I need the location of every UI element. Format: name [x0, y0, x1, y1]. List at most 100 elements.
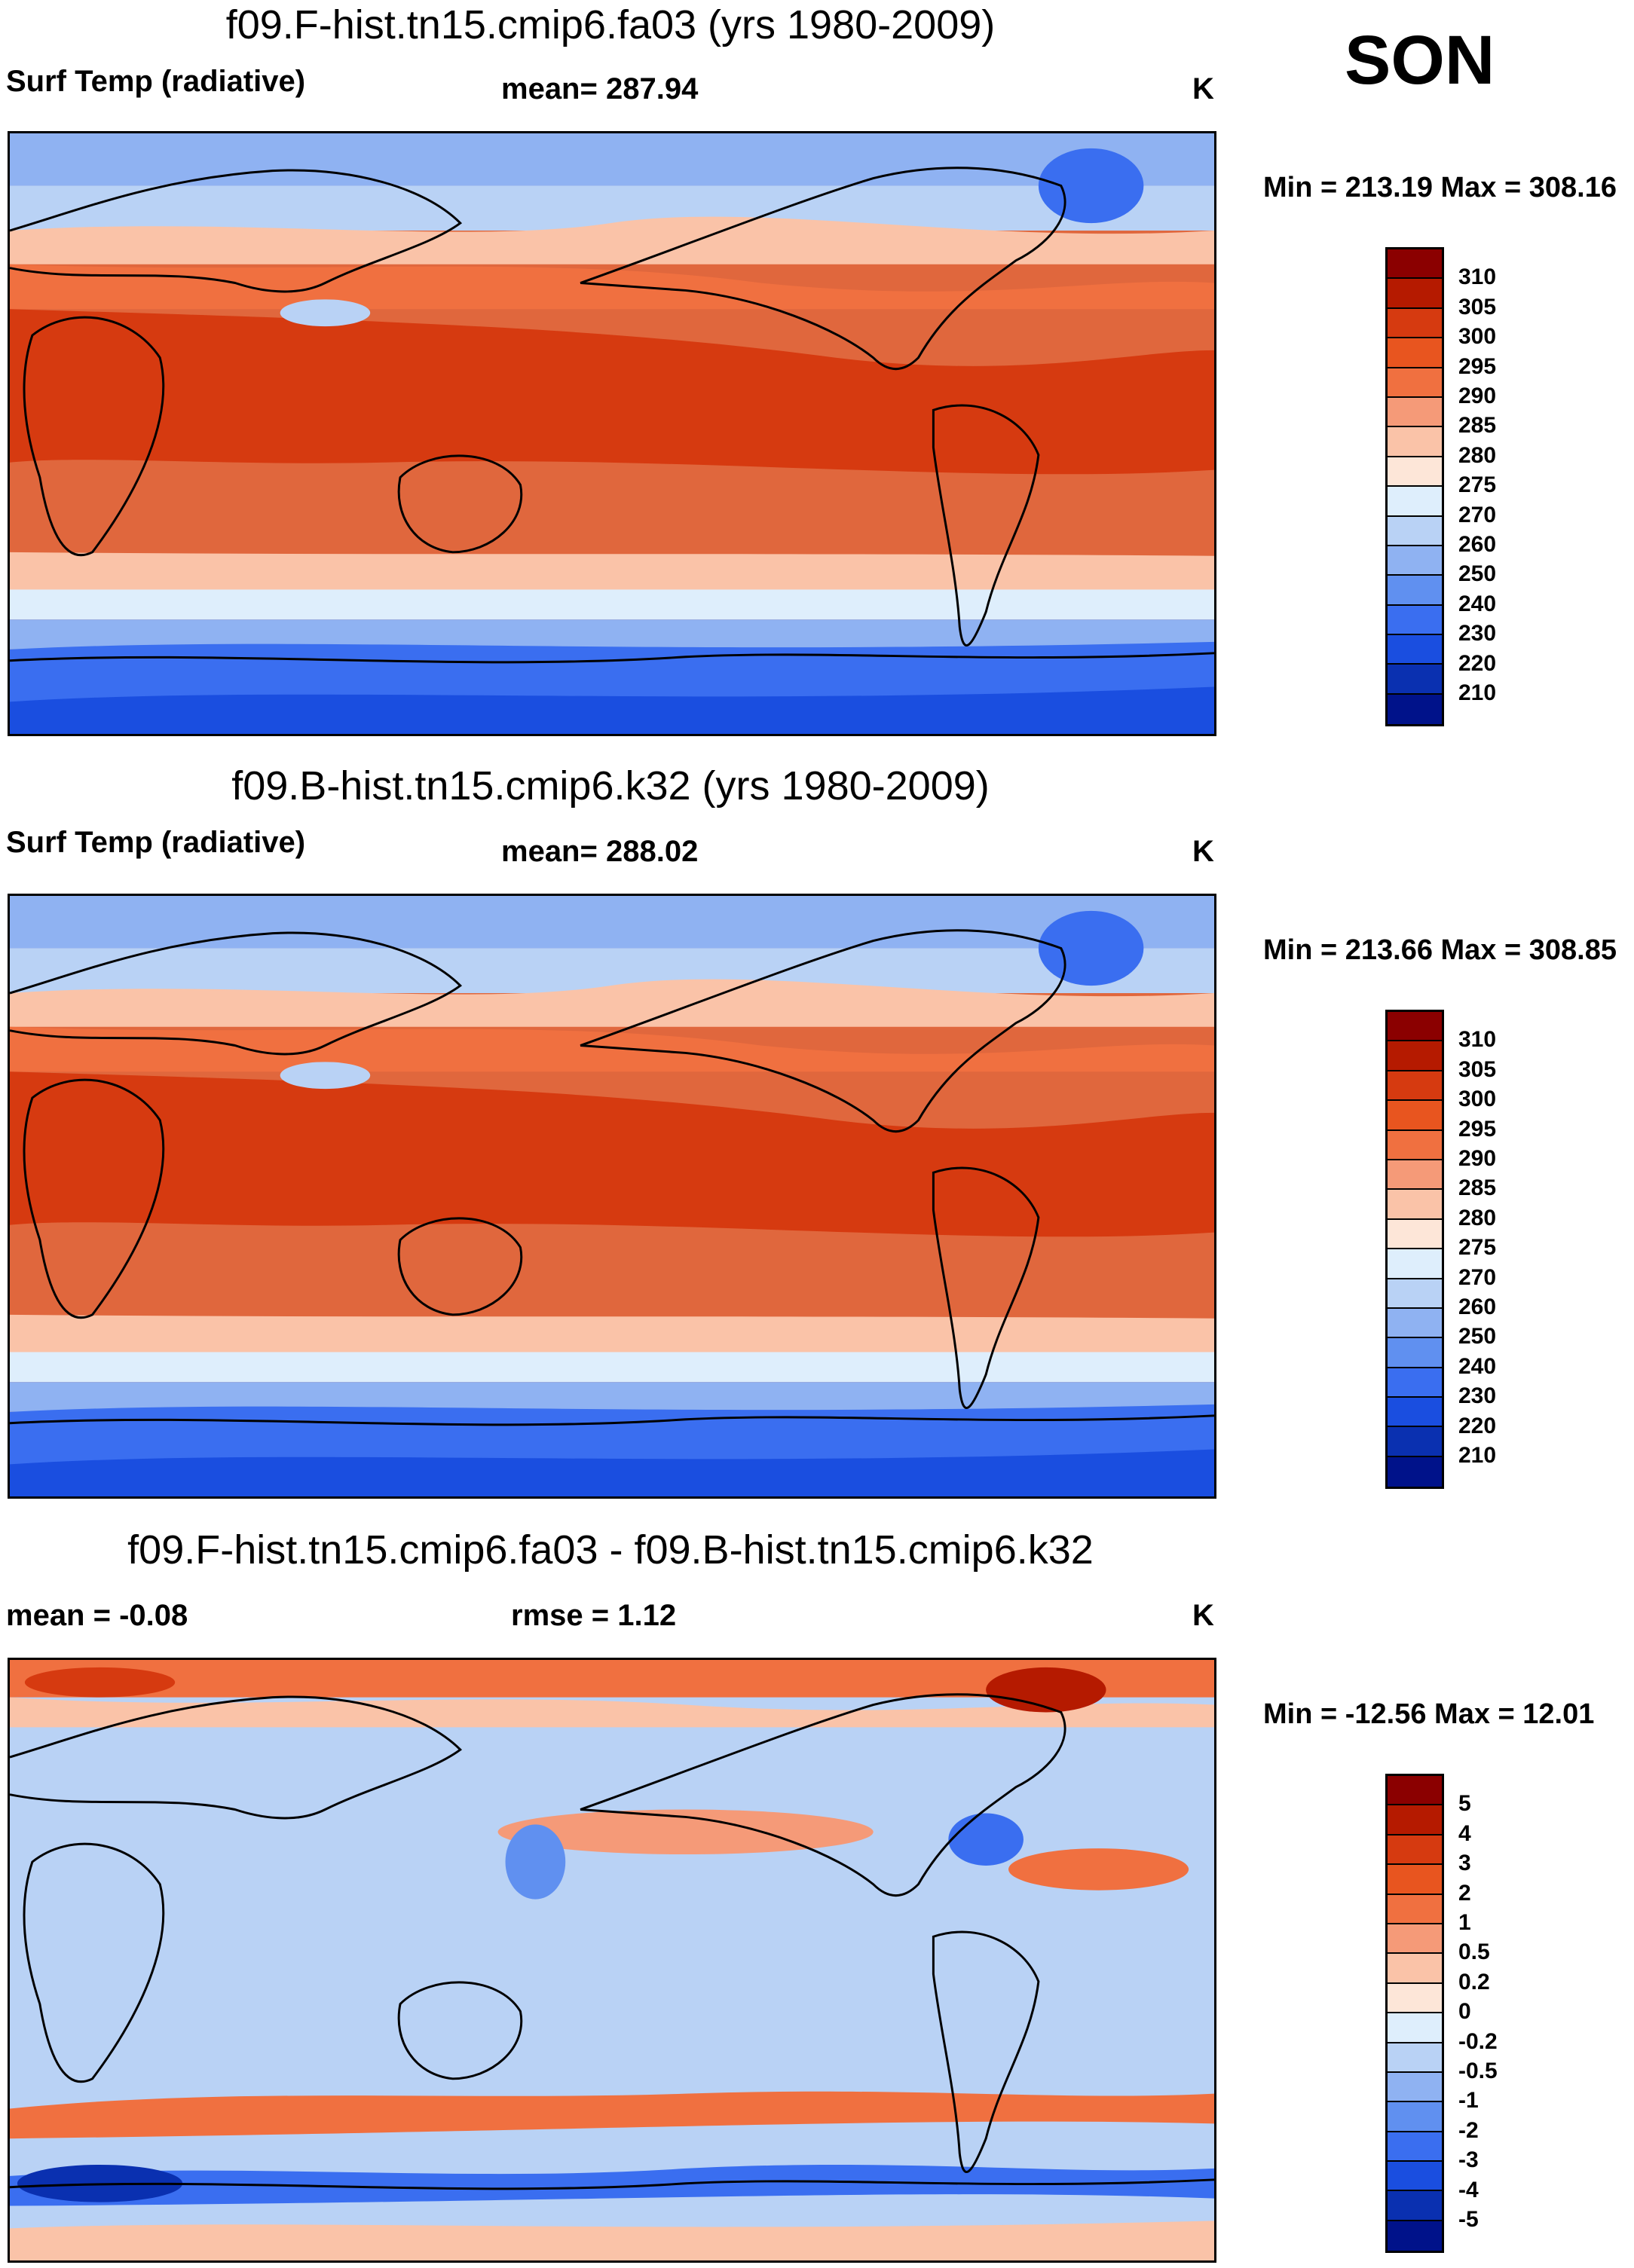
- colorbar-tick-label: 305: [1458, 1057, 1497, 1082]
- colorbar-swatch: [1388, 1865, 1442, 1895]
- colorbar-swatch: [1388, 2191, 1442, 2221]
- zone-tropics: [10, 1071, 1214, 1237]
- colorbar-swatch: [1388, 546, 1442, 576]
- colorbar-tick-label: 260: [1458, 532, 1497, 557]
- panel-3-rmse-label: rmse = 1.12: [511, 1599, 677, 1632]
- colorbar-swatch: [1388, 1427, 1442, 1457]
- colorbar-tick-label: 280: [1458, 1206, 1497, 1230]
- colorbar-tick-label: 210: [1458, 1443, 1497, 1468]
- eurasia-coast: [10, 169, 463, 293]
- colorbar-swatch: [1388, 2013, 1442, 2043]
- colorbar-swatch: [1388, 605, 1442, 636]
- colorbar-swatch: [1388, 1190, 1442, 1220]
- diff-warm-spot-greenland: [986, 1667, 1106, 1713]
- colorbar-swatch: [1388, 516, 1442, 546]
- colorbar-tick-label: 295: [1458, 1117, 1497, 1142]
- panel-3-unit-label: K: [1192, 1599, 1214, 1632]
- colorbar-swatch: [1388, 427, 1442, 457]
- panel-2-title: f09.B-hist.tn15.cmip6.k32 (yrs 1980-2009…: [231, 763, 990, 808]
- colorbar-swatch: [1388, 665, 1442, 695]
- diff-antarctic: [10, 2221, 1214, 2260]
- colorbar-swatch: [1388, 635, 1442, 665]
- colorbar-swatch: [1388, 487, 1442, 517]
- zone-north-mid: [10, 979, 1214, 1027]
- africa-coast: [23, 1078, 165, 1319]
- zone-north-sub: [10, 264, 1214, 310]
- greenland-cold: [1038, 910, 1144, 986]
- south-america-coast: [932, 1930, 1040, 2173]
- antarctica-coast: [10, 2178, 1214, 2190]
- panel-1-unit-label: K: [1192, 72, 1214, 105]
- colorbar-swatch: [1388, 1308, 1442, 1339]
- colorbar-tick-label: -1: [1458, 2088, 1479, 2113]
- colorbar-tick-label: -2: [1458, 2118, 1479, 2143]
- colorbar-tick-label: 295: [1458, 354, 1497, 379]
- colorbar-tick-label: 2: [1458, 1881, 1471, 1906]
- colorbar-swatch: [1388, 1954, 1442, 1984]
- diff-warm-spot-west: [24, 1667, 176, 1698]
- panel-3-map-svg: [10, 1660, 1214, 2260]
- greenland-cold: [1038, 148, 1144, 224]
- colorbar-swatch: [1388, 397, 1442, 428]
- colorbar-swatch: [1388, 2043, 1442, 2073]
- colorbar-tick-label: 4: [1458, 1821, 1471, 1846]
- colorbar-tick-label: 3: [1458, 1851, 1471, 1875]
- panel-1-map-svg: [10, 133, 1214, 734]
- colorbar-swatch: [1388, 1219, 1442, 1250]
- colorbar-tick-label: 230: [1458, 1383, 1497, 1408]
- coastlines: [10, 1693, 1214, 2190]
- colorbar-tick-label: 285: [1458, 1175, 1497, 1200]
- colorbar-tick-label: 250: [1458, 1324, 1497, 1349]
- panel-1-mean-label: mean= 287.94: [501, 72, 699, 105]
- australia-coast: [397, 454, 523, 554]
- colorbar-tick-label: 230: [1458, 621, 1497, 646]
- colorbar-tick-label: 290: [1458, 1146, 1497, 1171]
- colorbar-tick-label: 290: [1458, 384, 1497, 408]
- north-america-coast: [580, 1693, 1066, 1897]
- colorbar-swatch: [1388, 2132, 1442, 2163]
- colorbar-tick-label: 280: [1458, 443, 1497, 468]
- coastlines: [10, 167, 1214, 664]
- australia-coast: [397, 1217, 523, 1316]
- diff-warm-natlantic: [1008, 1848, 1189, 1891]
- south-america-coast: [932, 404, 1040, 646]
- colorbar-tick-label: 305: [1458, 295, 1497, 319]
- colorbar-tick-label: -4: [1458, 2178, 1479, 2202]
- diff-cool-gulfstream: [948, 1813, 1024, 1866]
- colorbar-swatch: [1388, 1338, 1442, 1368]
- diff-cool-kuroshio: [505, 1824, 566, 1900]
- colorbar-swatch: [1388, 694, 1442, 725]
- colorbar-swatch: [1388, 1983, 1442, 2014]
- colorbar-tick-label: 275: [1458, 472, 1497, 497]
- colorbar-tick-label: 0.2: [1458, 1970, 1490, 1994]
- colorbar-swatch: [1388, 1398, 1442, 1428]
- panel-3-colorbar: [1385, 1774, 1444, 2254]
- colorbar-swatch: [1388, 308, 1442, 339]
- colorbar-swatch: [1388, 457, 1442, 488]
- colorbar-swatch: [1388, 1130, 1442, 1160]
- colorbar-swatch: [1388, 368, 1442, 398]
- panel-1-colorbar: [1385, 247, 1444, 727]
- colorbar-tick-label: 270: [1458, 1265, 1497, 1290]
- colorbar-tick-label: 275: [1458, 1235, 1497, 1260]
- panel-2-map-svg: [10, 896, 1214, 1496]
- north-america-coast: [580, 167, 1066, 370]
- panel-3-mean-label: mean = -0.08: [6, 1599, 188, 1632]
- zone-south-cool: [10, 589, 1214, 620]
- tibet-cold: [280, 1062, 371, 1090]
- colorbar-swatch: [1388, 1279, 1442, 1309]
- south-america-coast: [932, 1166, 1040, 1409]
- eurasia-coast: [10, 931, 463, 1056]
- colorbar-tick-label: 0: [1458, 1999, 1471, 2024]
- colorbar-swatch: [1388, 1012, 1442, 1042]
- diff-warm-npacific: [497, 1809, 874, 1855]
- tibet-cold: [280, 299, 371, 327]
- africa-coast: [23, 316, 165, 557]
- colorbar-swatch: [1388, 249, 1442, 280]
- australia-coast: [397, 1981, 523, 2080]
- colorbar-tick-label: 210: [1458, 680, 1497, 705]
- panel-2-map: [8, 894, 1216, 1499]
- panel-3-title: f09.F-hist.tn15.cmip6.fa03 - f09.B-hist.…: [127, 1527, 1094, 1573]
- colorbar-tick-label: 300: [1458, 1087, 1497, 1111]
- zone-north-sub: [10, 1026, 1214, 1072]
